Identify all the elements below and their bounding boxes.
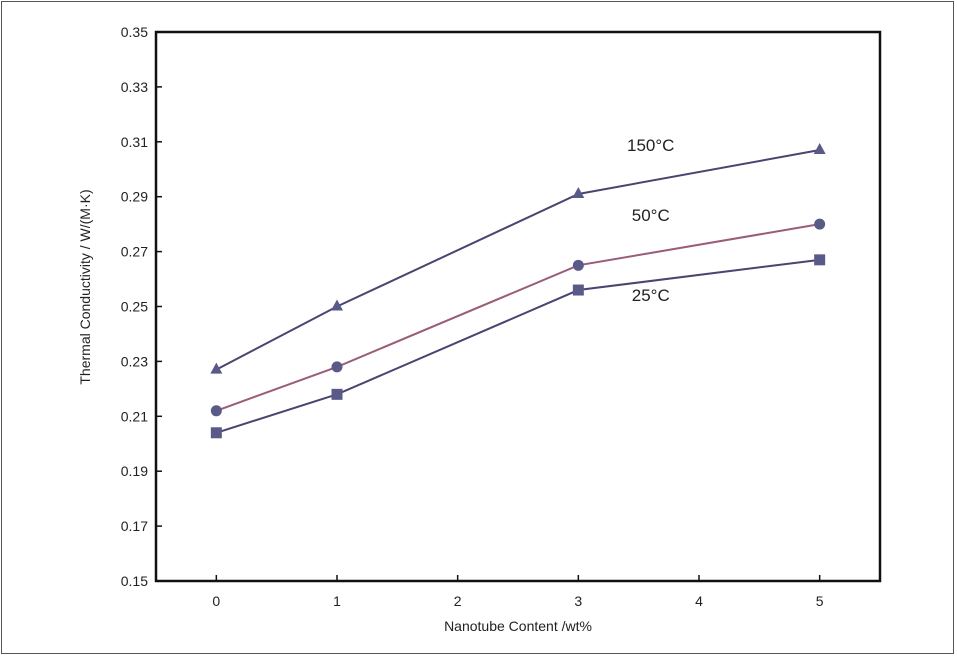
circle-marker xyxy=(572,259,584,271)
y-tick-label: 0.29 xyxy=(121,189,148,205)
triangle-marker xyxy=(331,299,343,311)
y-tick-label: 0.23 xyxy=(121,353,148,369)
square-marker xyxy=(210,427,222,439)
y-tick-label: 0.33 xyxy=(121,79,148,95)
square-marker xyxy=(572,284,584,296)
circle-marker xyxy=(331,361,343,373)
x-tick-label: 0 xyxy=(212,593,220,609)
y-tick-label: 0.27 xyxy=(121,244,148,260)
y-axis-title: Thermal Conductivity / W/(M·K) xyxy=(77,189,93,384)
square-marker xyxy=(331,388,343,400)
y-tick-label: 0.15 xyxy=(121,573,148,589)
series-lines xyxy=(215,149,820,434)
triangle-marker xyxy=(572,186,585,198)
y-tick-label: 0.31 xyxy=(121,134,148,150)
series-label-1: 50°C xyxy=(632,206,670,225)
series-label-0: 150°C xyxy=(627,136,674,155)
triangle-marker xyxy=(210,362,223,374)
x-axis-title: Nanotube Content /wt% xyxy=(444,618,592,634)
series-line-0 xyxy=(215,149,820,371)
axis-ticks: 0.15 0.17 0.19 0.21 0.23 0.25 0.27 0.29 0.31 0.33… xyxy=(121,24,824,609)
x-tick-label: 1 xyxy=(333,593,341,609)
square-marker xyxy=(814,254,826,266)
circle-marker xyxy=(210,405,222,417)
series-labels: 150°C 50°C 25°C xyxy=(627,136,674,305)
x-tick-label: 4 xyxy=(695,593,703,609)
y-tick-label: 0.19 xyxy=(121,463,148,479)
x-tick-label: 2 xyxy=(454,593,462,609)
triangle-marker xyxy=(813,143,826,155)
y-tick-label: 0.25 xyxy=(121,299,148,315)
x-tick-label: 5 xyxy=(816,593,824,609)
x-tick-label: 3 xyxy=(574,593,582,609)
series-line-1 xyxy=(215,223,820,412)
series-markers xyxy=(210,143,826,439)
circle-marker xyxy=(814,218,826,230)
plot-area xyxy=(154,30,882,583)
series-label-2: 25°C xyxy=(632,286,670,305)
y-tick-label: 0.35 xyxy=(121,24,148,40)
y-tick-label: 0.17 xyxy=(121,518,148,534)
series-line-2 xyxy=(216,258,820,434)
y-tick-label: 0.21 xyxy=(121,408,148,424)
